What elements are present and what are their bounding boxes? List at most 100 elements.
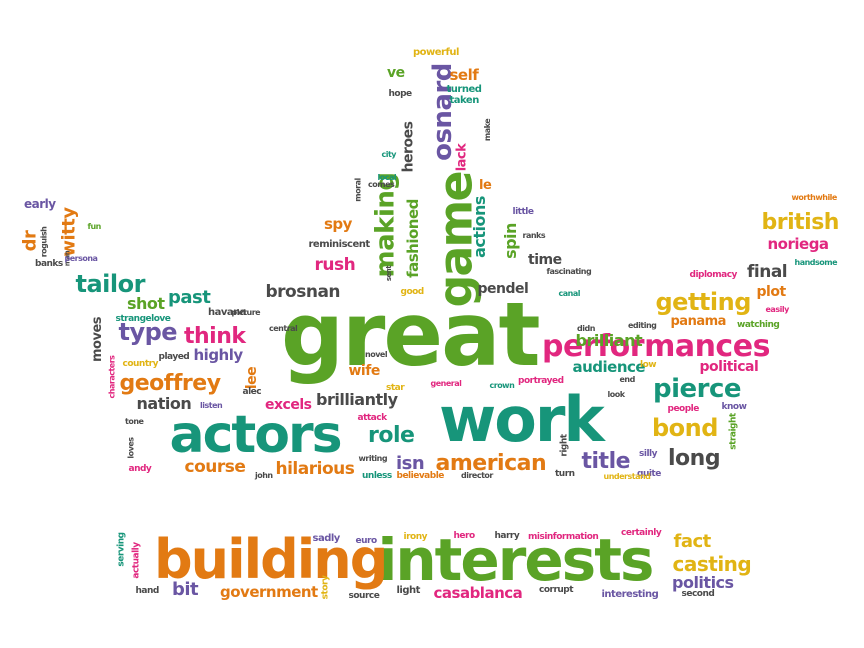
- word-fun: fun: [87, 222, 102, 231]
- word-final: final: [747, 261, 788, 282]
- word-know: know: [721, 401, 747, 412]
- word-havana: havana: [208, 307, 247, 318]
- word-look: look: [607, 390, 626, 399]
- word-witty: witty: [58, 207, 80, 257]
- word-brilliantly: brilliantly: [316, 390, 398, 409]
- word-listen: listen: [200, 401, 223, 410]
- word-misinformation: misinformation: [528, 531, 599, 542]
- word-pierce: pierce: [653, 374, 742, 404]
- word-characters: characters: [106, 355, 116, 399]
- word-nation: nation: [136, 394, 192, 413]
- word-local: local: [377, 173, 397, 182]
- word-le: le: [479, 177, 492, 193]
- word-sent: sent: [384, 265, 393, 281]
- word-euro: euro: [355, 535, 378, 546]
- word-hand: hand: [135, 585, 160, 596]
- word-brosnan: brosnan: [265, 281, 341, 302]
- word-early: early: [24, 197, 56, 211]
- word-low: low: [640, 359, 657, 370]
- word-hero: hero: [453, 530, 476, 541]
- word-fashioned: fashioned: [403, 198, 422, 278]
- word-spy: spy: [324, 214, 352, 233]
- word-picture: picture: [231, 308, 261, 317]
- word-straight: straight: [728, 412, 739, 450]
- word-city: city: [381, 150, 397, 159]
- word-fact: fact: [673, 531, 712, 552]
- word-people: people: [667, 403, 700, 414]
- word-quite: quite: [637, 468, 661, 479]
- word-taken: taken: [449, 95, 480, 106]
- word-played: played: [158, 351, 190, 362]
- word-geoffrey: geoffrey: [119, 371, 222, 396]
- word-role: role: [368, 423, 415, 448]
- word-casting: casting: [672, 552, 752, 576]
- word-type: type: [118, 318, 178, 346]
- word-bond: bond: [652, 414, 718, 442]
- word-plot: plot: [756, 284, 787, 300]
- word-persona: persona: [64, 254, 98, 263]
- word-lack: lack: [454, 143, 470, 171]
- word-crown: crown: [489, 381, 515, 390]
- word-worthwhile: worthwhile: [791, 193, 838, 202]
- word-great: great: [281, 283, 541, 386]
- word-unless: unless: [362, 470, 392, 481]
- word-sadly: sadly: [312, 533, 341, 544]
- word-political: political: [699, 359, 759, 375]
- word-wife: wife: [348, 363, 381, 379]
- word-comes: comes: [368, 180, 395, 189]
- word-john: john: [255, 471, 273, 480]
- word-noriega: noriega: [767, 234, 830, 253]
- word-actually: actually: [131, 541, 142, 579]
- word-andy: andy: [128, 463, 152, 474]
- word-politics: politics: [672, 573, 734, 592]
- word-course: course: [184, 456, 246, 477]
- word-certainly: certainly: [621, 527, 662, 538]
- word-novel: novel: [365, 350, 388, 359]
- word-source: source: [348, 590, 380, 601]
- word-powerful: powerful: [413, 47, 459, 58]
- word-pendel: pendel: [477, 281, 529, 297]
- word-panama: panama: [670, 313, 727, 329]
- word-lee: lee: [244, 366, 261, 390]
- word-silly: silly: [639, 448, 657, 459]
- word-title: title: [581, 449, 631, 474]
- word-tailor: tailor: [75, 270, 146, 298]
- word-attack: attack: [357, 412, 388, 423]
- word-dr: dr: [18, 230, 40, 252]
- word-rush: rush: [314, 254, 356, 275]
- word-light: light: [396, 585, 421, 596]
- word-bit: bit: [172, 579, 199, 600]
- word-think: think: [184, 324, 246, 349]
- word-diplomacy: diplomacy: [689, 269, 738, 280]
- word-shot: shot: [127, 294, 165, 313]
- word-hope: hope: [388, 88, 413, 99]
- word-long: long: [668, 446, 721, 471]
- word-government: government: [220, 582, 318, 601]
- word-alec: alec: [242, 386, 262, 397]
- word-star: star: [386, 382, 405, 393]
- word-ranks: ranks: [522, 231, 546, 240]
- word-moves: moves: [89, 316, 105, 362]
- word-turn: turn: [555, 468, 575, 479]
- word-performances: performances: [542, 329, 770, 364]
- word-moral: moral: [353, 178, 363, 202]
- word-little: little: [512, 206, 534, 217]
- word-didn: didn: [577, 324, 595, 333]
- word-spin: spin: [500, 223, 520, 259]
- word-canal: canal: [558, 289, 581, 298]
- word-harry: harry: [494, 530, 520, 541]
- word-irony: irony: [403, 531, 428, 542]
- word-director: director: [461, 471, 493, 480]
- word-loves: loves: [126, 437, 136, 459]
- word-self: self: [449, 65, 479, 84]
- word-general: general: [430, 379, 462, 388]
- word-country: country: [122, 358, 159, 369]
- word-story: story: [320, 575, 331, 599]
- word-british: british: [761, 210, 840, 235]
- word-casablanca: casablanca: [433, 583, 523, 602]
- word-past: past: [168, 287, 211, 308]
- word-actions: actions: [469, 196, 489, 258]
- word-hilarious: hilarious: [275, 458, 355, 479]
- word-isn: isn: [396, 453, 425, 474]
- word-editing: editing: [628, 321, 657, 330]
